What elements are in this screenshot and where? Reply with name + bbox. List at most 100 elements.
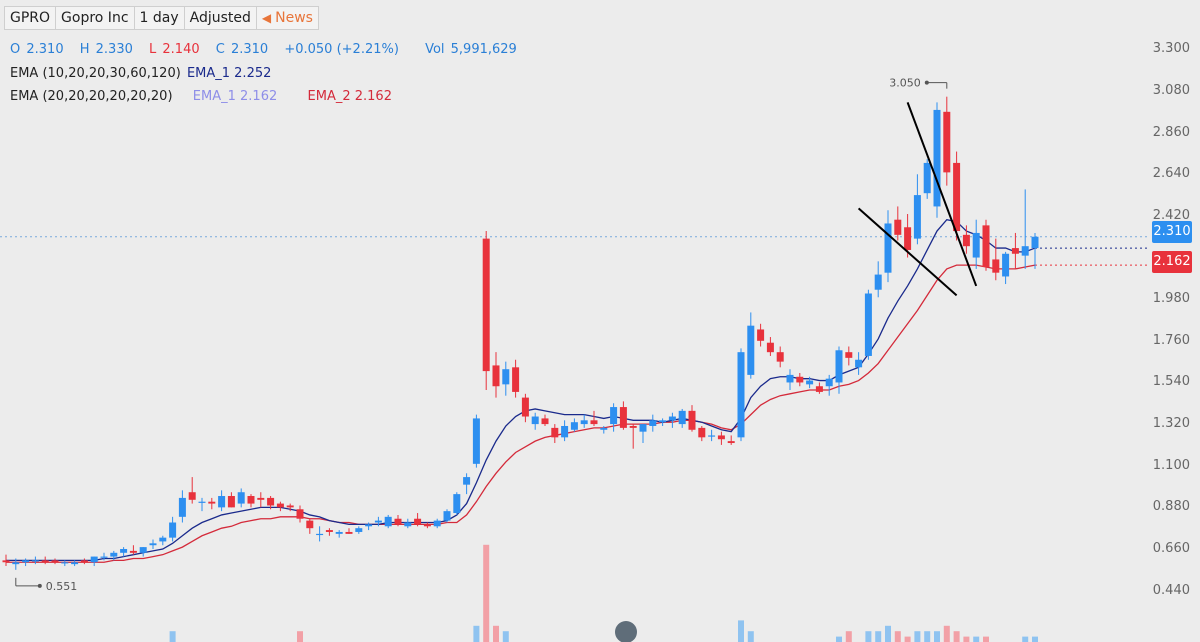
candle-body: [482, 238, 490, 372]
candle-body: [982, 225, 990, 268]
ema2-line: [6, 264, 1036, 563]
candle-body: [120, 549, 128, 553]
trendline: [906, 101, 978, 287]
close-label: C: [215, 42, 225, 57]
candle-body: [502, 369, 510, 385]
candle-body: [580, 420, 588, 425]
candle-body: [747, 325, 755, 375]
price-tick-label: 0.880: [1152, 499, 1190, 515]
volume-bar: [493, 625, 499, 642]
candle-body: [433, 520, 441, 527]
candle-body: [806, 380, 814, 385]
megaphone-icon: ◀: [261, 11, 272, 25]
news-label: News: [275, 10, 313, 26]
candle-body: [51, 560, 59, 563]
candle-body: [512, 367, 520, 392]
candle-body: [541, 418, 549, 425]
candle-body: [776, 352, 784, 362]
candle-body: [169, 522, 177, 538]
ema1-line: [6, 218, 1036, 562]
volume-label: Vol: [425, 42, 445, 57]
candle-body: [139, 547, 147, 553]
candle-body: [365, 524, 373, 527]
volume-bar: [502, 631, 509, 642]
candle-body: [972, 232, 980, 258]
price-tick-label: 3.080: [1152, 82, 1190, 98]
interval-button[interactable]: 1 day: [133, 6, 185, 30]
candle-body: [600, 427, 608, 430]
candle-body: [610, 407, 618, 425]
symbol-button[interactable]: GPRO: [4, 6, 57, 30]
candle-body: [962, 234, 970, 247]
candle-body: [404, 522, 412, 527]
candle-body: [61, 562, 69, 564]
candle-body: [649, 420, 657, 426]
candle-body: [904, 227, 912, 250]
candle-body: [1011, 248, 1019, 254]
event-marker-icon: [615, 621, 637, 642]
candle-body: [443, 511, 451, 521]
candle-body: [933, 109, 941, 207]
candle-body: [874, 274, 882, 290]
volume-bar: [934, 631, 940, 642]
volume-bar: [1022, 636, 1029, 642]
price-tick-label: 3.300: [1152, 41, 1190, 57]
news-button[interactable]: ◀ News: [255, 6, 319, 30]
candle-body: [551, 427, 559, 438]
volume-bar: [1032, 636, 1038, 642]
candle-body: [31, 560, 39, 562]
candle-body: [306, 520, 314, 529]
ema-legend-1[interactable]: EMA (10,20,20,30,60,120) EMA_1 2.252: [10, 66, 273, 81]
open-value: 2.310: [26, 42, 64, 57]
candle-body: [629, 425, 637, 428]
volume-bar: [914, 631, 921, 642]
candle-body: [1002, 253, 1010, 277]
company-name[interactable]: Gopro Inc: [55, 6, 135, 30]
price-tick-label: 1.320: [1152, 416, 1190, 432]
candle-body: [845, 352, 853, 358]
candle-body: [835, 350, 843, 383]
candle-body: [110, 552, 118, 557]
candle-body: [316, 533, 324, 536]
candle-body: [757, 329, 765, 341]
price-tick-label: 2.860: [1152, 124, 1190, 140]
open-label: O: [10, 42, 21, 57]
ohlc-legend: O 2.310 H 2.330 L 2.140 C 2.310 +0.050 (…: [10, 42, 519, 57]
candle-body: [678, 410, 686, 425]
candle-body: [766, 342, 774, 353]
low-label: L: [149, 42, 157, 57]
volume-bar: [875, 631, 882, 642]
volume-bar: [894, 631, 901, 642]
price-tick-label: 2.640: [1152, 166, 1190, 182]
candle-body: [531, 416, 539, 425]
candle-body: [80, 560, 88, 563]
volume-bar: [924, 631, 931, 642]
candle-body: [2, 560, 10, 563]
candle-body: [884, 223, 892, 273]
ema-legend-2[interactable]: EMA (20,20,20,20,20,20) EMA_1 2.162 EMA_…: [10, 89, 394, 104]
candle-body: [188, 492, 196, 500]
candle-body: [325, 530, 333, 532]
candle-body: [737, 352, 745, 438]
candle-body: [218, 496, 226, 508]
price-tick-label: 2.420: [1152, 207, 1190, 223]
candle-body: [384, 516, 392, 527]
candle-body: [472, 418, 480, 464]
candle-body: [71, 562, 79, 565]
adjustment-button[interactable]: Adjusted: [183, 6, 257, 30]
candle-body: [825, 378, 833, 387]
candle-body: [943, 111, 951, 173]
candle-body: [992, 259, 1000, 273]
ema1-value: EMA_1 2.162: [192, 89, 278, 104]
candle-body: [149, 543, 157, 546]
price-tick-label: 0.440: [1152, 582, 1190, 598]
chart-toolbar: GPRO Gopro Inc 1 day Adjusted ◀ News: [4, 6, 319, 30]
candle-body: [227, 496, 235, 508]
low-marker-label: 0.551: [46, 580, 78, 593]
price-tick-label: 1.760: [1152, 332, 1190, 348]
candle-body: [590, 420, 598, 425]
volume-bar: [738, 620, 744, 642]
price-tick-label: 1.540: [1152, 374, 1190, 390]
candle-body: [1021, 246, 1029, 256]
